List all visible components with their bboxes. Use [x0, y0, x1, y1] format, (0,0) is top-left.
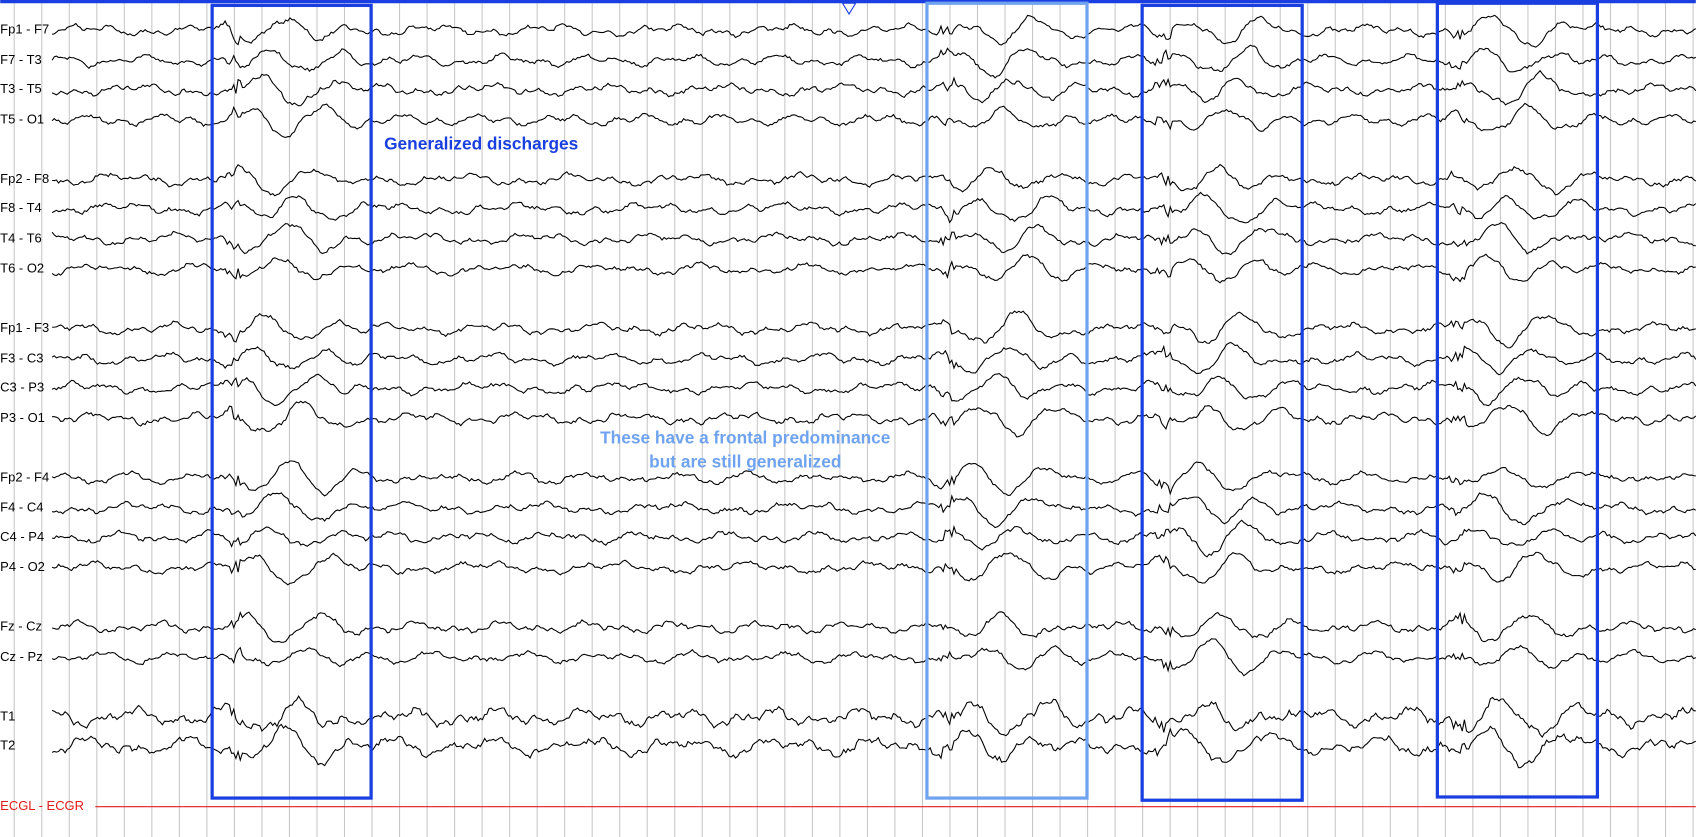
channel-label: T6 - O2 — [0, 261, 44, 276]
channel-labels: Fp1 - F7 F7 - T3 T3 - T5 T5 - O1 Fp2 - F8 F8 … — [0, 22, 49, 753]
channel-label: T2 — [0, 738, 15, 753]
eeg-trace — [52, 14, 1696, 48]
eeg-trace — [52, 400, 1696, 438]
channel-label: P3 - O1 — [0, 410, 45, 425]
annotation: These have a frontal predominance — [600, 428, 891, 448]
channel-label: F7 - T3 — [0, 52, 42, 67]
eeg-trace — [51, 611, 1696, 643]
channel-label: F3 - C3 — [0, 350, 43, 365]
frontal-box — [925, 1, 1089, 800]
channel-label: Fz - Cz — [0, 619, 42, 634]
eeg-trace — [51, 69, 1696, 107]
discharge-box — [1435, 1, 1600, 799]
discharge-box — [210, 3, 373, 800]
channel-label: T1 — [0, 708, 15, 723]
discharge-box — [1140, 3, 1304, 802]
ecg-label: ECGL - ECGR — [0, 798, 84, 813]
channel-label: F4 - C4 — [0, 500, 43, 515]
eeg-trace — [51, 102, 1696, 139]
channel-label: Cz - Pz — [0, 649, 43, 664]
channel-label: Fp2 - F4 — [0, 469, 49, 484]
time-grid — [13, 3, 1694, 837]
channel-label: T4 - T6 — [0, 230, 42, 245]
channel-label: F8 - T4 — [0, 200, 42, 215]
channel-label: P4 - O2 — [0, 559, 45, 574]
eeg-trace — [51, 460, 1696, 497]
eeg-trace — [51, 253, 1696, 284]
eeg-trace — [52, 519, 1696, 558]
traces — [51, 14, 1696, 769]
annotation: but are still generalized — [649, 451, 841, 471]
channel-label: T3 - T5 — [0, 81, 42, 96]
marker — [841, 2, 857, 16]
channel-label: C4 - P4 — [0, 529, 44, 544]
eeg-trace — [51, 373, 1696, 407]
eeg-trace — [52, 492, 1696, 529]
eeg-trace — [51, 551, 1696, 586]
eeg-trace — [52, 310, 1696, 349]
eeg-trace — [51, 191, 1696, 224]
channel-label: Fp1 - F3 — [0, 320, 49, 335]
annotation: Generalized discharges — [384, 133, 578, 153]
channel-label: C3 - P3 — [0, 380, 44, 395]
eeg-trace — [51, 341, 1696, 376]
channel-label: Fp2 - F8 — [0, 171, 49, 186]
channel-label: Fp1 - F7 — [0, 22, 49, 37]
channel-label: T5 - O1 — [0, 111, 44, 126]
eeg-trace — [51, 44, 1696, 79]
eeg-trace — [51, 723, 1696, 769]
eeg-trace — [52, 163, 1696, 197]
eeg-trace — [51, 222, 1696, 256]
eeg-trace — [51, 695, 1696, 739]
eeg-trace — [51, 638, 1696, 677]
